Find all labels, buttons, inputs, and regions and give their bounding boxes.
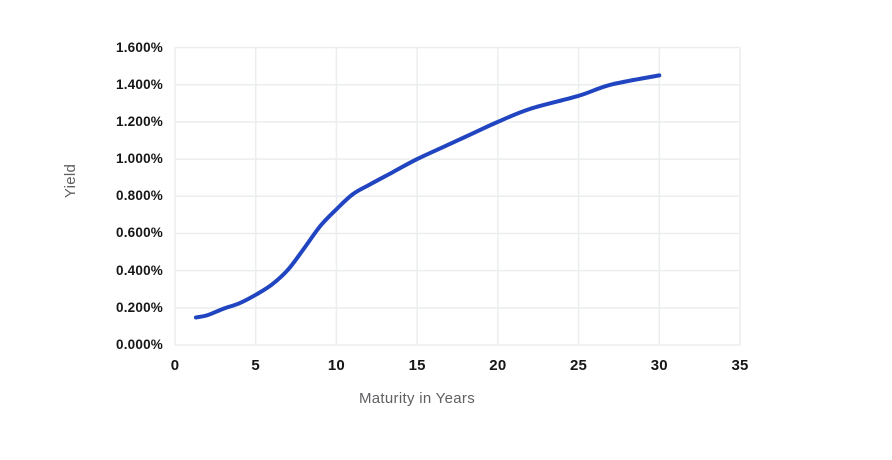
y-tick-label: 1.200% bbox=[116, 113, 163, 129]
y-tick-label: 1.600% bbox=[116, 39, 163, 55]
y-tick-label: 0.800% bbox=[116, 188, 163, 204]
x-tick-label: 15 bbox=[408, 357, 426, 374]
x-tick-label: 5 bbox=[251, 357, 260, 374]
x-tick-label: 20 bbox=[489, 357, 507, 374]
x-tick-label: 25 bbox=[570, 357, 588, 374]
gridlines bbox=[174, 46, 741, 346]
y-axis-title: Yield bbox=[62, 163, 79, 199]
x-axis-title: Maturity in Years bbox=[359, 390, 475, 407]
y-tick-label: 1.400% bbox=[116, 76, 163, 92]
y-tick-label: 0.600% bbox=[116, 225, 163, 241]
y-tick-label: 0.000% bbox=[116, 337, 163, 352]
x-tick-label: 35 bbox=[731, 357, 749, 374]
y-tick-label: 1.000% bbox=[116, 151, 163, 167]
y-tick-label: 0.400% bbox=[116, 262, 163, 278]
x-tick-label: 0 bbox=[170, 357, 180, 374]
x-tick-label: 30 bbox=[650, 357, 668, 374]
x-tick-label: 10 bbox=[327, 357, 345, 374]
y-tick-label: 0.200% bbox=[116, 299, 163, 315]
yield-curve-line bbox=[193, 73, 662, 320]
